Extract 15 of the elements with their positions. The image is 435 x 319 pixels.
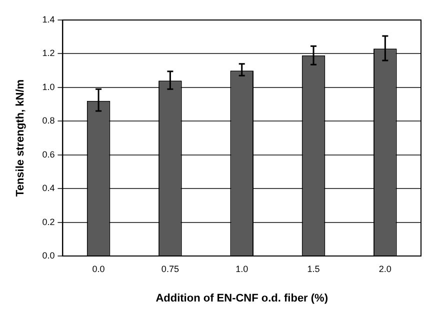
y-tick-label: 0.0 — [42, 250, 55, 260]
y-tick-label: 0.6 — [42, 149, 55, 160]
y-tick-label: 1.0 — [42, 82, 55, 92]
x-tick-label: 1.0 — [236, 264, 248, 274]
x-tick-label: 2.0 — [378, 264, 392, 274]
x-tick-label: 1.5 — [307, 264, 320, 274]
x-tick-label: 0.75 — [161, 264, 179, 274]
y-axis-title: Tensile strength, kN/m — [14, 79, 27, 197]
y-tick-label: 1.4 — [42, 14, 55, 24]
y-tick-label: 1.2 — [42, 48, 55, 58]
y-tick-label: 0.4 — [42, 183, 55, 194]
x-tick-label: 0.0 — [92, 264, 105, 274]
y-tick-label: 0.2 — [42, 216, 55, 227]
x-axis-title: Addition of EN-CNF o.d. fiber (%) — [156, 292, 328, 304]
y-tick-label: 0.8 — [42, 116, 55, 126]
